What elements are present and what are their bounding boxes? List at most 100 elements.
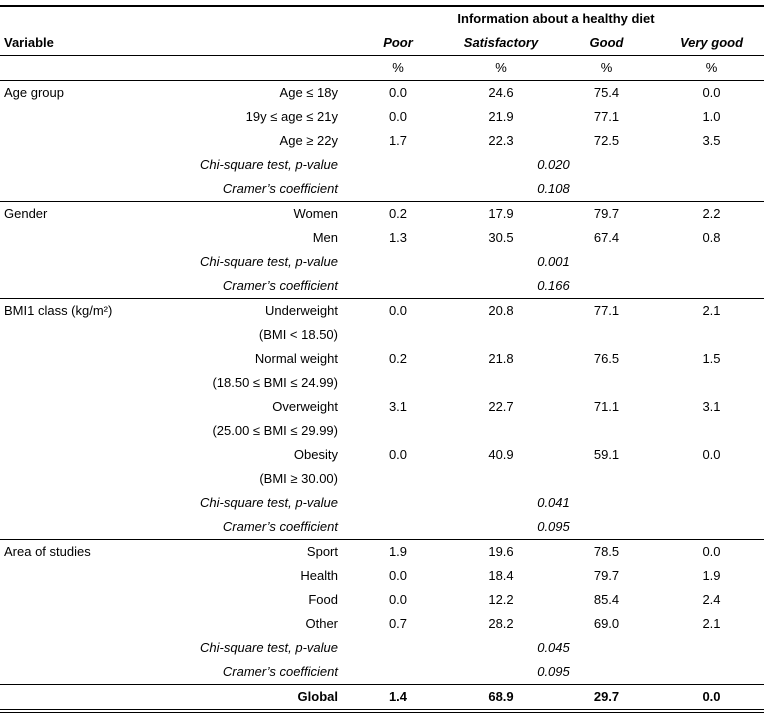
stat-label: Cramer’s coefficient	[222, 181, 338, 196]
group-name	[0, 491, 150, 515]
value-cell: 2.1	[659, 298, 764, 323]
value-cell: 0.0	[388, 447, 408, 462]
row-label: Overweight	[272, 399, 338, 414]
value-cell: 1.7	[388, 133, 408, 148]
group-name: BMI1 class (kg/m²)	[0, 298, 150, 323]
value-cell: 3.1	[702, 399, 721, 414]
value-cell	[554, 467, 659, 491]
value-cell: 1.0	[702, 109, 721, 124]
group-name	[0, 395, 150, 419]
stat-value: 0.020	[537, 157, 570, 172]
value-cell: 79.7	[554, 201, 659, 226]
value-cell: 1.9	[348, 539, 448, 564]
value-cell: 77.1	[554, 298, 659, 323]
stat-label: Cramer’s coefficient	[222, 664, 338, 679]
value-cell: 0.0	[348, 80, 448, 105]
value-cell: 29.7	[554, 684, 659, 713]
data-row: Obesity 0.0 40.9 59.1 0.0	[0, 443, 764, 467]
value-cell: 0.0	[659, 539, 764, 564]
value-cell	[659, 371, 764, 395]
stat-row: Cramer’s coefficient 0.108	[0, 177, 764, 202]
healthy-diet-table: Information about a healthy diet Variabl…	[0, 5, 764, 713]
value-cell: 21.8	[488, 351, 514, 366]
value-cell	[659, 467, 764, 491]
percent-sign: %	[348, 55, 448, 81]
value-cell	[448, 467, 554, 491]
stat-row: Chi-square test, p-value 0.020	[0, 153, 764, 177]
stat-row: Cramer’s coefficient 0.166	[0, 274, 764, 299]
value-cell	[348, 250, 448, 274]
value-cell: 59.1	[593, 447, 620, 462]
group-name	[0, 684, 150, 713]
row-label: Food	[308, 592, 338, 607]
stat-label: Chi-square test, p-value	[199, 157, 338, 172]
value-cell: 18.4	[488, 568, 514, 583]
value-cell: 0.0	[659, 80, 764, 105]
stat-label: Cramer’s coefficient	[222, 278, 338, 293]
group-name	[0, 588, 150, 612]
value-cell: 1.5	[702, 351, 721, 366]
group-name	[0, 467, 150, 491]
value-cell: 0.2	[388, 351, 408, 366]
group-name	[0, 347, 150, 371]
value-cell: 28.2	[488, 616, 514, 631]
value-cell: 2.4	[702, 592, 721, 607]
global-label: Global	[150, 684, 348, 713]
value-cell: 30.5	[488, 230, 514, 245]
data-row: Health 0.0 18.4 79.7 1.9	[0, 564, 764, 588]
stat-value: 0.001	[537, 254, 570, 269]
value-cell	[554, 419, 659, 443]
sublabel-row: (BMI < 18.50)	[0, 323, 764, 347]
data-row: Age ≥ 22y 1.7 22.3 72.5 3.5	[0, 129, 764, 153]
value-cell: 21.9	[488, 109, 514, 124]
group-name: Age group	[0, 80, 150, 105]
group-name	[0, 274, 150, 299]
value-cell: 71.1	[593, 399, 620, 414]
sublabel-row: (BMI ≥ 30.00)	[0, 467, 764, 491]
data-row: Other 0.7 28.2 69.0 2.1	[0, 612, 764, 636]
value-cell: 1.9	[702, 568, 721, 583]
value-cell	[348, 660, 448, 685]
value-cell	[659, 660, 764, 685]
group-name	[0, 177, 150, 202]
stat-label: Chi-square test, p-value	[199, 495, 338, 510]
group-name	[0, 323, 150, 347]
row-label: Other	[305, 616, 338, 631]
data-row: Men 1.3 30.5 67.4 0.8	[0, 226, 764, 250]
col-header-satisfactory: Satisfactory	[448, 31, 554, 56]
stat-label: Chi-square test, p-value	[199, 640, 338, 655]
value-cell: 40.9	[488, 447, 514, 462]
value-cell	[659, 177, 764, 202]
row-label: Age ≥ 22y	[279, 133, 338, 148]
data-row: Food 0.0 12.2 85.4 2.4	[0, 588, 764, 612]
value-cell	[348, 274, 448, 299]
value-cell	[348, 153, 448, 177]
data-row: Overweight 3.1 22.7 71.1 3.1	[0, 395, 764, 419]
group-name	[0, 371, 150, 395]
value-cell: 79.7	[593, 568, 620, 583]
data-row: 19y ≤ age ≤ 21y 0.0 21.9 77.1 1.0	[0, 105, 764, 129]
value-cell: 3.5	[702, 133, 721, 148]
value-cell	[659, 419, 764, 443]
group-name: Gender	[0, 201, 150, 226]
stat-value: 0.041	[537, 495, 570, 510]
group-name	[0, 419, 150, 443]
col-header-good: Good	[554, 31, 659, 56]
row-sublabel: (18.50 ≤ BMI ≤ 24.99)	[212, 375, 338, 390]
row-label: Underweight	[150, 298, 348, 323]
row-label: Obesity	[293, 447, 338, 462]
blank-header-cell	[0, 55, 348, 81]
value-cell: 0.0	[388, 109, 408, 124]
value-cell	[348, 515, 448, 540]
value-cell	[554, 323, 659, 347]
row-label: Age ≤ 18y	[150, 80, 348, 105]
value-cell	[659, 636, 764, 660]
stat-value: 0.095	[537, 519, 570, 534]
value-cell: 77.1	[593, 109, 620, 124]
value-cell: 0.0	[388, 592, 408, 607]
value-cell: 76.5	[593, 351, 620, 366]
stat-row: Chi-square test, p-value 0.041	[0, 491, 764, 515]
stat-row: Chi-square test, p-value 0.045	[0, 636, 764, 660]
value-cell	[448, 323, 554, 347]
sublabel-row: (18.50 ≤ BMI ≤ 24.99)	[0, 371, 764, 395]
